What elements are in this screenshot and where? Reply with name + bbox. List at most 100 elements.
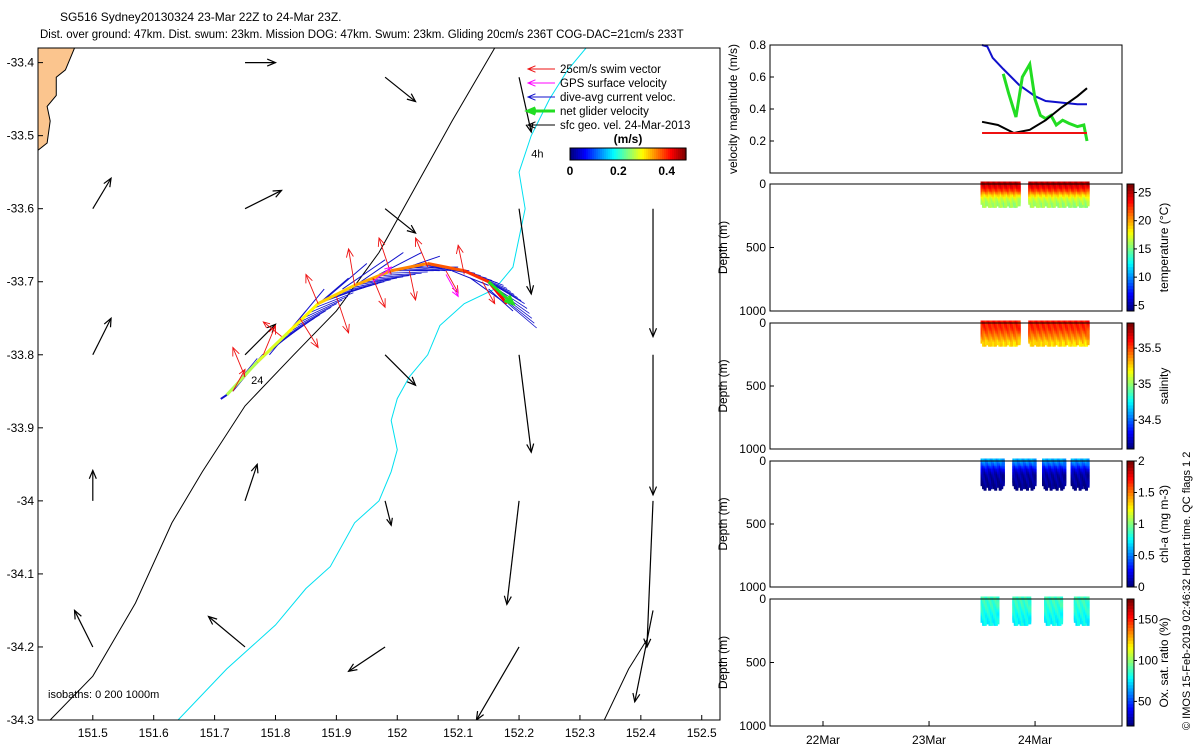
sfc-geo-vector: [384, 76, 416, 103]
panel-colorbar-swatch: [1127, 445, 1134, 450]
gps-velocity-vector: [372, 266, 392, 283]
profile-sample: [982, 484, 986, 490]
sfc-geo-vector: [384, 500, 392, 526]
panel-colorbar-swatch: [1127, 555, 1134, 560]
profile-sample: [1032, 484, 1036, 490]
panel-colorbar-swatch: [1127, 345, 1134, 349]
panel-colorbar-swatch: [1127, 706, 1134, 711]
panel-colorbar-swatch: [1127, 326, 1134, 330]
panel-colorbar-swatch: [1127, 691, 1134, 695]
panel-colorbar-swatch: [1127, 367, 1134, 371]
profile-sample: [1045, 201, 1049, 207]
panel-colorbar-swatch: [1127, 719, 1134, 724]
profile-sample: [1056, 620, 1060, 626]
panel-colorbar-swatch: [1127, 430, 1134, 434]
profile-sample: [1043, 201, 1047, 207]
legend-arrow-head: [524, 106, 537, 116]
map-y-tick-label: -33.5: [7, 129, 35, 143]
gps-velocity-vector: [445, 274, 459, 297]
panel-colorbar-swatch: [1127, 501, 1134, 506]
profile-sample: [1073, 617, 1077, 623]
profile-sample: [1022, 481, 1026, 487]
panel-colorbar-swatch: [1127, 716, 1134, 721]
profile-sample: [1042, 341, 1046, 347]
profile-sample: [1081, 338, 1085, 344]
glider-track-segment: [256, 331, 289, 364]
sfc-geo-vector-head: [386, 517, 393, 527]
profile-sample: [1063, 481, 1067, 487]
panel-colorbar-swatch: [1127, 187, 1134, 191]
panel-colorbar-swatch: [1127, 700, 1134, 705]
dive-avg-current-vector: [323, 263, 368, 301]
profile-sample: [1068, 341, 1072, 347]
panel-colorbar-swatch: [1127, 470, 1134, 475]
sfc-geo-vector-head: [525, 123, 534, 134]
panel-colorbar-swatch: [1127, 408, 1134, 412]
profile-sample: [1057, 482, 1061, 488]
panel-colorbar-swatch: [1127, 203, 1134, 207]
panel-colorbar-swatch: [1127, 212, 1134, 217]
colorbar-swatch: [600, 148, 603, 160]
panel-colorbar-swatch: [1127, 646, 1134, 651]
panel-colorbar-swatch: [1127, 304, 1134, 309]
colorbar-swatch: [670, 148, 673, 160]
sfc-geo-vector: [244, 464, 258, 502]
profile-sample: [1034, 340, 1038, 346]
profile-sample: [1045, 485, 1049, 491]
profile-sample: [1062, 341, 1066, 347]
map-x-tick-label: 151.9: [321, 726, 351, 740]
profile-sample: [1074, 341, 1078, 347]
profile-sample: [1001, 481, 1005, 487]
dive-avg-current-line: [372, 274, 416, 279]
panel-colorbar-swatch: [1127, 401, 1134, 406]
panel-colorbar-swatch: [1127, 199, 1134, 204]
dive-avg-current-vector: [470, 277, 502, 301]
profile-sample: [1052, 202, 1056, 208]
panel-y-tick-label: 500: [746, 379, 766, 393]
profile-sample: [1058, 341, 1062, 347]
sfc-geo-vector: [244, 323, 276, 356]
isobath-200-line: [49, 48, 496, 720]
colorbar-label: (m/s): [614, 132, 643, 146]
panel-colorbar-swatch: [1127, 549, 1134, 553]
sfc-geo-vector-head: [475, 711, 484, 720]
colorbar-swatch: [664, 148, 667, 160]
colorbar-swatch: [618, 148, 621, 160]
profile-sample: [1060, 199, 1064, 205]
profile-sample: [995, 482, 999, 488]
panel-colorbar-swatch: [1127, 206, 1134, 210]
glider-track-segment: [317, 284, 356, 305]
panel-colorbar-swatch: [1127, 684, 1134, 689]
colorbar-swatch: [634, 148, 637, 160]
profile-sample: [1029, 202, 1033, 208]
colorbar-swatch: [602, 148, 605, 160]
profile-sample: [1035, 202, 1039, 208]
colorbar-swatch: [630, 148, 633, 160]
panel-colorbar-swatch: [1127, 295, 1134, 299]
profile-sample: [1010, 341, 1014, 347]
profile-sample: [1030, 485, 1034, 491]
dive-avg-current-vector: [342, 259, 386, 290]
profile-sample: [1049, 199, 1053, 205]
profile-sample: [1017, 340, 1021, 346]
colorbar-swatch: [646, 148, 649, 160]
profile-sample: [1027, 482, 1031, 488]
swim-vector: [263, 321, 282, 337]
profile-sample: [986, 482, 990, 488]
panel-colorbar-swatch: [1127, 363, 1134, 368]
profile-sample: [1017, 201, 1021, 207]
panel-colorbar-swatch: [1127, 228, 1134, 233]
profile-sample: [1037, 341, 1041, 347]
colorbar-swatch: [660, 148, 663, 160]
panel-colorbar-swatch: [1127, 564, 1134, 569]
profile-sample: [1021, 484, 1025, 490]
figure-title-line2: Dist. over ground: 47km. Dist. swum: 23k…: [40, 29, 684, 41]
sfc-geo-vector-head: [103, 316, 112, 328]
panel-colorbar-swatch: [1127, 649, 1134, 654]
panel-colorbar-swatch: [1127, 694, 1134, 698]
panel-colorbar-swatch: [1127, 263, 1134, 268]
speed-colorbar: (m/s) 0 0.2 0.4: [567, 132, 687, 178]
swim-vector-head: [342, 323, 350, 334]
map-y-tick-label: -34.1: [7, 567, 35, 581]
